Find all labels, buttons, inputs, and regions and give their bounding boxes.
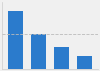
Bar [8, 11, 23, 69]
Bar [54, 47, 69, 69]
Bar [31, 34, 46, 69]
Bar [77, 56, 92, 69]
